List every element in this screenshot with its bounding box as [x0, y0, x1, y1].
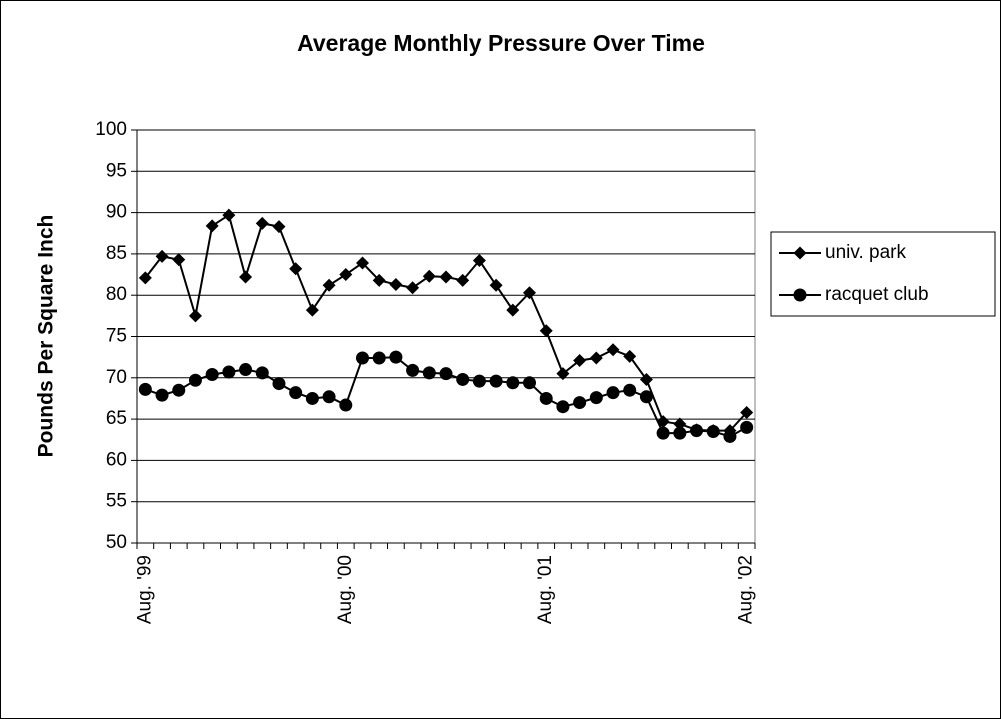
- y-tick-label: 80: [106, 284, 127, 305]
- marker: [673, 426, 687, 440]
- marker: [138, 271, 152, 285]
- marker: [389, 277, 403, 291]
- marker: [272, 377, 286, 391]
- marker: [472, 374, 486, 388]
- marker: [372, 273, 386, 287]
- legend-label: racquet club: [825, 284, 929, 305]
- marker: [556, 400, 570, 414]
- marker: [255, 366, 269, 380]
- marker: [623, 349, 637, 363]
- marker: [606, 386, 620, 400]
- marker: [339, 398, 353, 412]
- y-tick-label: 70: [106, 367, 127, 388]
- marker: [422, 269, 436, 283]
- y-tick-label: 55: [106, 491, 127, 512]
- marker: [406, 363, 420, 377]
- marker: [355, 256, 369, 270]
- marker: [472, 254, 486, 268]
- marker: [690, 424, 704, 438]
- marker: [639, 372, 653, 386]
- marker: [205, 219, 219, 233]
- marker: [305, 303, 319, 317]
- marker: [188, 309, 202, 323]
- marker: [172, 253, 186, 267]
- y-tick-label: 90: [106, 202, 127, 223]
- marker: [289, 386, 303, 400]
- marker: [673, 417, 687, 431]
- marker: [239, 363, 253, 377]
- y-axis-label: Pounds Per Square Inch: [35, 215, 58, 458]
- legend-label: univ. park: [825, 242, 906, 263]
- marker: [539, 391, 553, 405]
- marker: [205, 367, 219, 381]
- y-tick-label: 50: [106, 532, 127, 553]
- legend-box: [770, 231, 996, 317]
- y-tick-label: 65: [106, 408, 127, 429]
- y-tick-label: 85: [106, 243, 127, 264]
- marker: [422, 366, 436, 380]
- chart-title: Average Monthly Pressure Over Time: [297, 30, 705, 56]
- marker: [793, 246, 807, 260]
- marker: [589, 391, 603, 405]
- marker: [155, 388, 169, 402]
- y-tick-label: 100: [95, 119, 127, 140]
- marker: [623, 383, 637, 397]
- marker: [573, 396, 587, 410]
- marker: [272, 220, 286, 234]
- x-tick-label: Aug. '01: [535, 555, 556, 624]
- marker: [523, 286, 537, 300]
- x-tick-label: Aug. '00: [335, 555, 356, 624]
- marker: [740, 420, 754, 434]
- marker: [723, 429, 737, 443]
- marker: [439, 270, 453, 284]
- marker: [456, 273, 470, 287]
- marker: [322, 390, 336, 404]
- x-tick-label: Aug. '99: [134, 555, 155, 624]
- marker: [222, 208, 236, 222]
- y-tick-label: 60: [106, 449, 127, 470]
- marker: [339, 268, 353, 282]
- marker: [355, 351, 369, 365]
- marker: [289, 262, 303, 276]
- marker: [305, 391, 319, 405]
- marker: [155, 249, 169, 263]
- marker: [793, 288, 807, 302]
- marker: [573, 353, 587, 367]
- marker: [706, 424, 720, 438]
- marker: [406, 281, 420, 295]
- marker: [523, 376, 537, 390]
- marker: [172, 383, 186, 397]
- marker: [539, 324, 553, 338]
- marker: [222, 365, 236, 379]
- marker: [606, 343, 620, 357]
- marker: [389, 350, 403, 364]
- marker: [255, 216, 269, 230]
- marker: [439, 367, 453, 381]
- marker: [239, 270, 253, 284]
- marker: [322, 278, 336, 292]
- marker: [489, 278, 503, 292]
- marker: [656, 426, 670, 440]
- marker: [138, 382, 152, 396]
- marker: [639, 390, 653, 404]
- marker: [372, 351, 386, 365]
- marker: [740, 405, 754, 419]
- marker: [489, 374, 503, 388]
- marker: [506, 376, 520, 390]
- marker: [188, 373, 202, 387]
- y-tick-label: 75: [106, 326, 127, 347]
- marker: [589, 351, 603, 365]
- x-tick-label: Aug. '02: [736, 555, 757, 624]
- marker: [556, 367, 570, 381]
- marker: [506, 303, 520, 317]
- y-tick-label: 95: [106, 160, 127, 181]
- marker: [456, 372, 470, 386]
